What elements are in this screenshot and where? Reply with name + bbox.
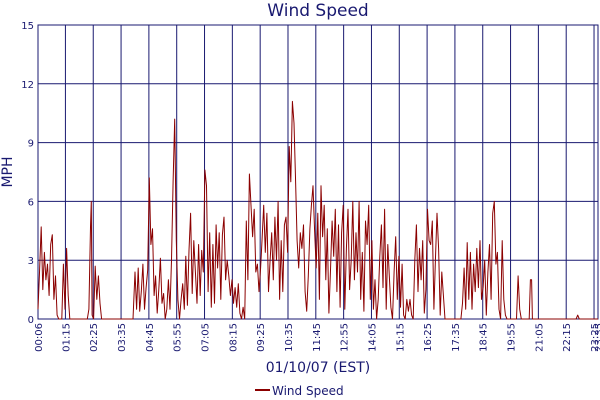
x-tick-label: 03:35 bbox=[117, 323, 128, 352]
y-tick-label: 6 bbox=[28, 197, 34, 208]
x-tick-label: 19:55 bbox=[507, 323, 518, 352]
x-tick-label: 09:25 bbox=[256, 323, 267, 352]
x-tick-label: 05:55 bbox=[173, 323, 184, 352]
series-line-wind-speed bbox=[37, 100, 598, 320]
y-tick-label: 0 bbox=[28, 315, 34, 326]
plot-frame bbox=[37, 24, 599, 320]
x-tick-label: 07:05 bbox=[201, 323, 212, 352]
x-tick-label: 14:05 bbox=[367, 323, 378, 352]
y-tick-label: 3 bbox=[28, 256, 34, 267]
x-tick-label: 08:15 bbox=[228, 323, 239, 352]
chart-title: Wind Speed bbox=[267, 1, 368, 21]
x-tick-label: 12:55 bbox=[340, 323, 351, 352]
x-tick-label: 18:45 bbox=[479, 323, 490, 352]
y-tick-label: 12 bbox=[21, 80, 34, 91]
y-axis-label: MPH bbox=[0, 156, 16, 187]
y-tick-label: 9 bbox=[28, 139, 34, 150]
x-tick-label: 17:35 bbox=[451, 323, 462, 352]
x-tick-label: 11:45 bbox=[312, 323, 323, 352]
x-axis-label: 01/10/07 (EST) bbox=[266, 360, 371, 376]
x-tick-label: 15:15 bbox=[395, 323, 406, 352]
x-tick-label: 01:15 bbox=[61, 323, 72, 352]
x-tick-label: 23:35 bbox=[594, 323, 600, 352]
x-tick-label: 00:06 bbox=[34, 323, 45, 352]
x-tick-label: 02:25 bbox=[89, 323, 100, 352]
x-tick-label: 23:25 bbox=[590, 323, 600, 352]
x-tick-label: 16:25 bbox=[423, 323, 434, 352]
y-tick-labels: 0 3 6 9 12 15 bbox=[21, 21, 34, 326]
y-tick-label: 15 bbox=[21, 21, 34, 32]
x-tick-label: 22:15 bbox=[562, 323, 573, 352]
x-tick-labels: 00:06 01:15 02:25 03:35 04:45 05:55 07:05 08:15… bbox=[34, 323, 600, 352]
x-tick-label: 21:05 bbox=[534, 323, 545, 352]
series-layer bbox=[37, 100, 598, 320]
legend-label: Wind Speed bbox=[272, 384, 344, 398]
legend: Wind Speed bbox=[255, 384, 344, 398]
x-tick-label: 04:45 bbox=[145, 323, 156, 352]
plot-area bbox=[37, 24, 599, 320]
x-tick-label: 10:35 bbox=[284, 323, 295, 352]
